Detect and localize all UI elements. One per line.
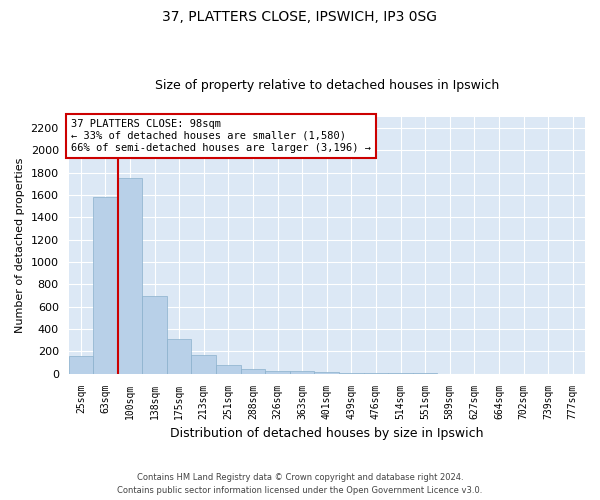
Y-axis label: Number of detached properties: Number of detached properties — [15, 158, 25, 333]
Bar — [290, 372, 314, 374]
Text: 37 PLATTERS CLOSE: 98sqm
← 33% of detached houses are smaller (1,580)
66% of sem: 37 PLATTERS CLOSE: 98sqm ← 33% of detach… — [71, 120, 371, 152]
Bar — [364, 372, 388, 374]
Bar — [93, 197, 118, 374]
Bar — [241, 369, 265, 374]
Text: Contains HM Land Registry data © Crown copyright and database right 2024.
Contai: Contains HM Land Registry data © Crown c… — [118, 474, 482, 495]
Bar — [142, 296, 167, 374]
Bar — [118, 178, 142, 374]
Bar — [68, 356, 93, 374]
Title: Size of property relative to detached houses in Ipswich: Size of property relative to detached ho… — [155, 79, 499, 92]
Bar — [339, 372, 364, 374]
Bar — [265, 371, 290, 374]
X-axis label: Distribution of detached houses by size in Ipswich: Distribution of detached houses by size … — [170, 427, 484, 440]
Bar — [314, 372, 339, 374]
Bar — [191, 356, 216, 374]
Bar — [216, 365, 241, 374]
Bar — [167, 339, 191, 374]
Text: 37, PLATTERS CLOSE, IPSWICH, IP3 0SG: 37, PLATTERS CLOSE, IPSWICH, IP3 0SG — [163, 10, 437, 24]
